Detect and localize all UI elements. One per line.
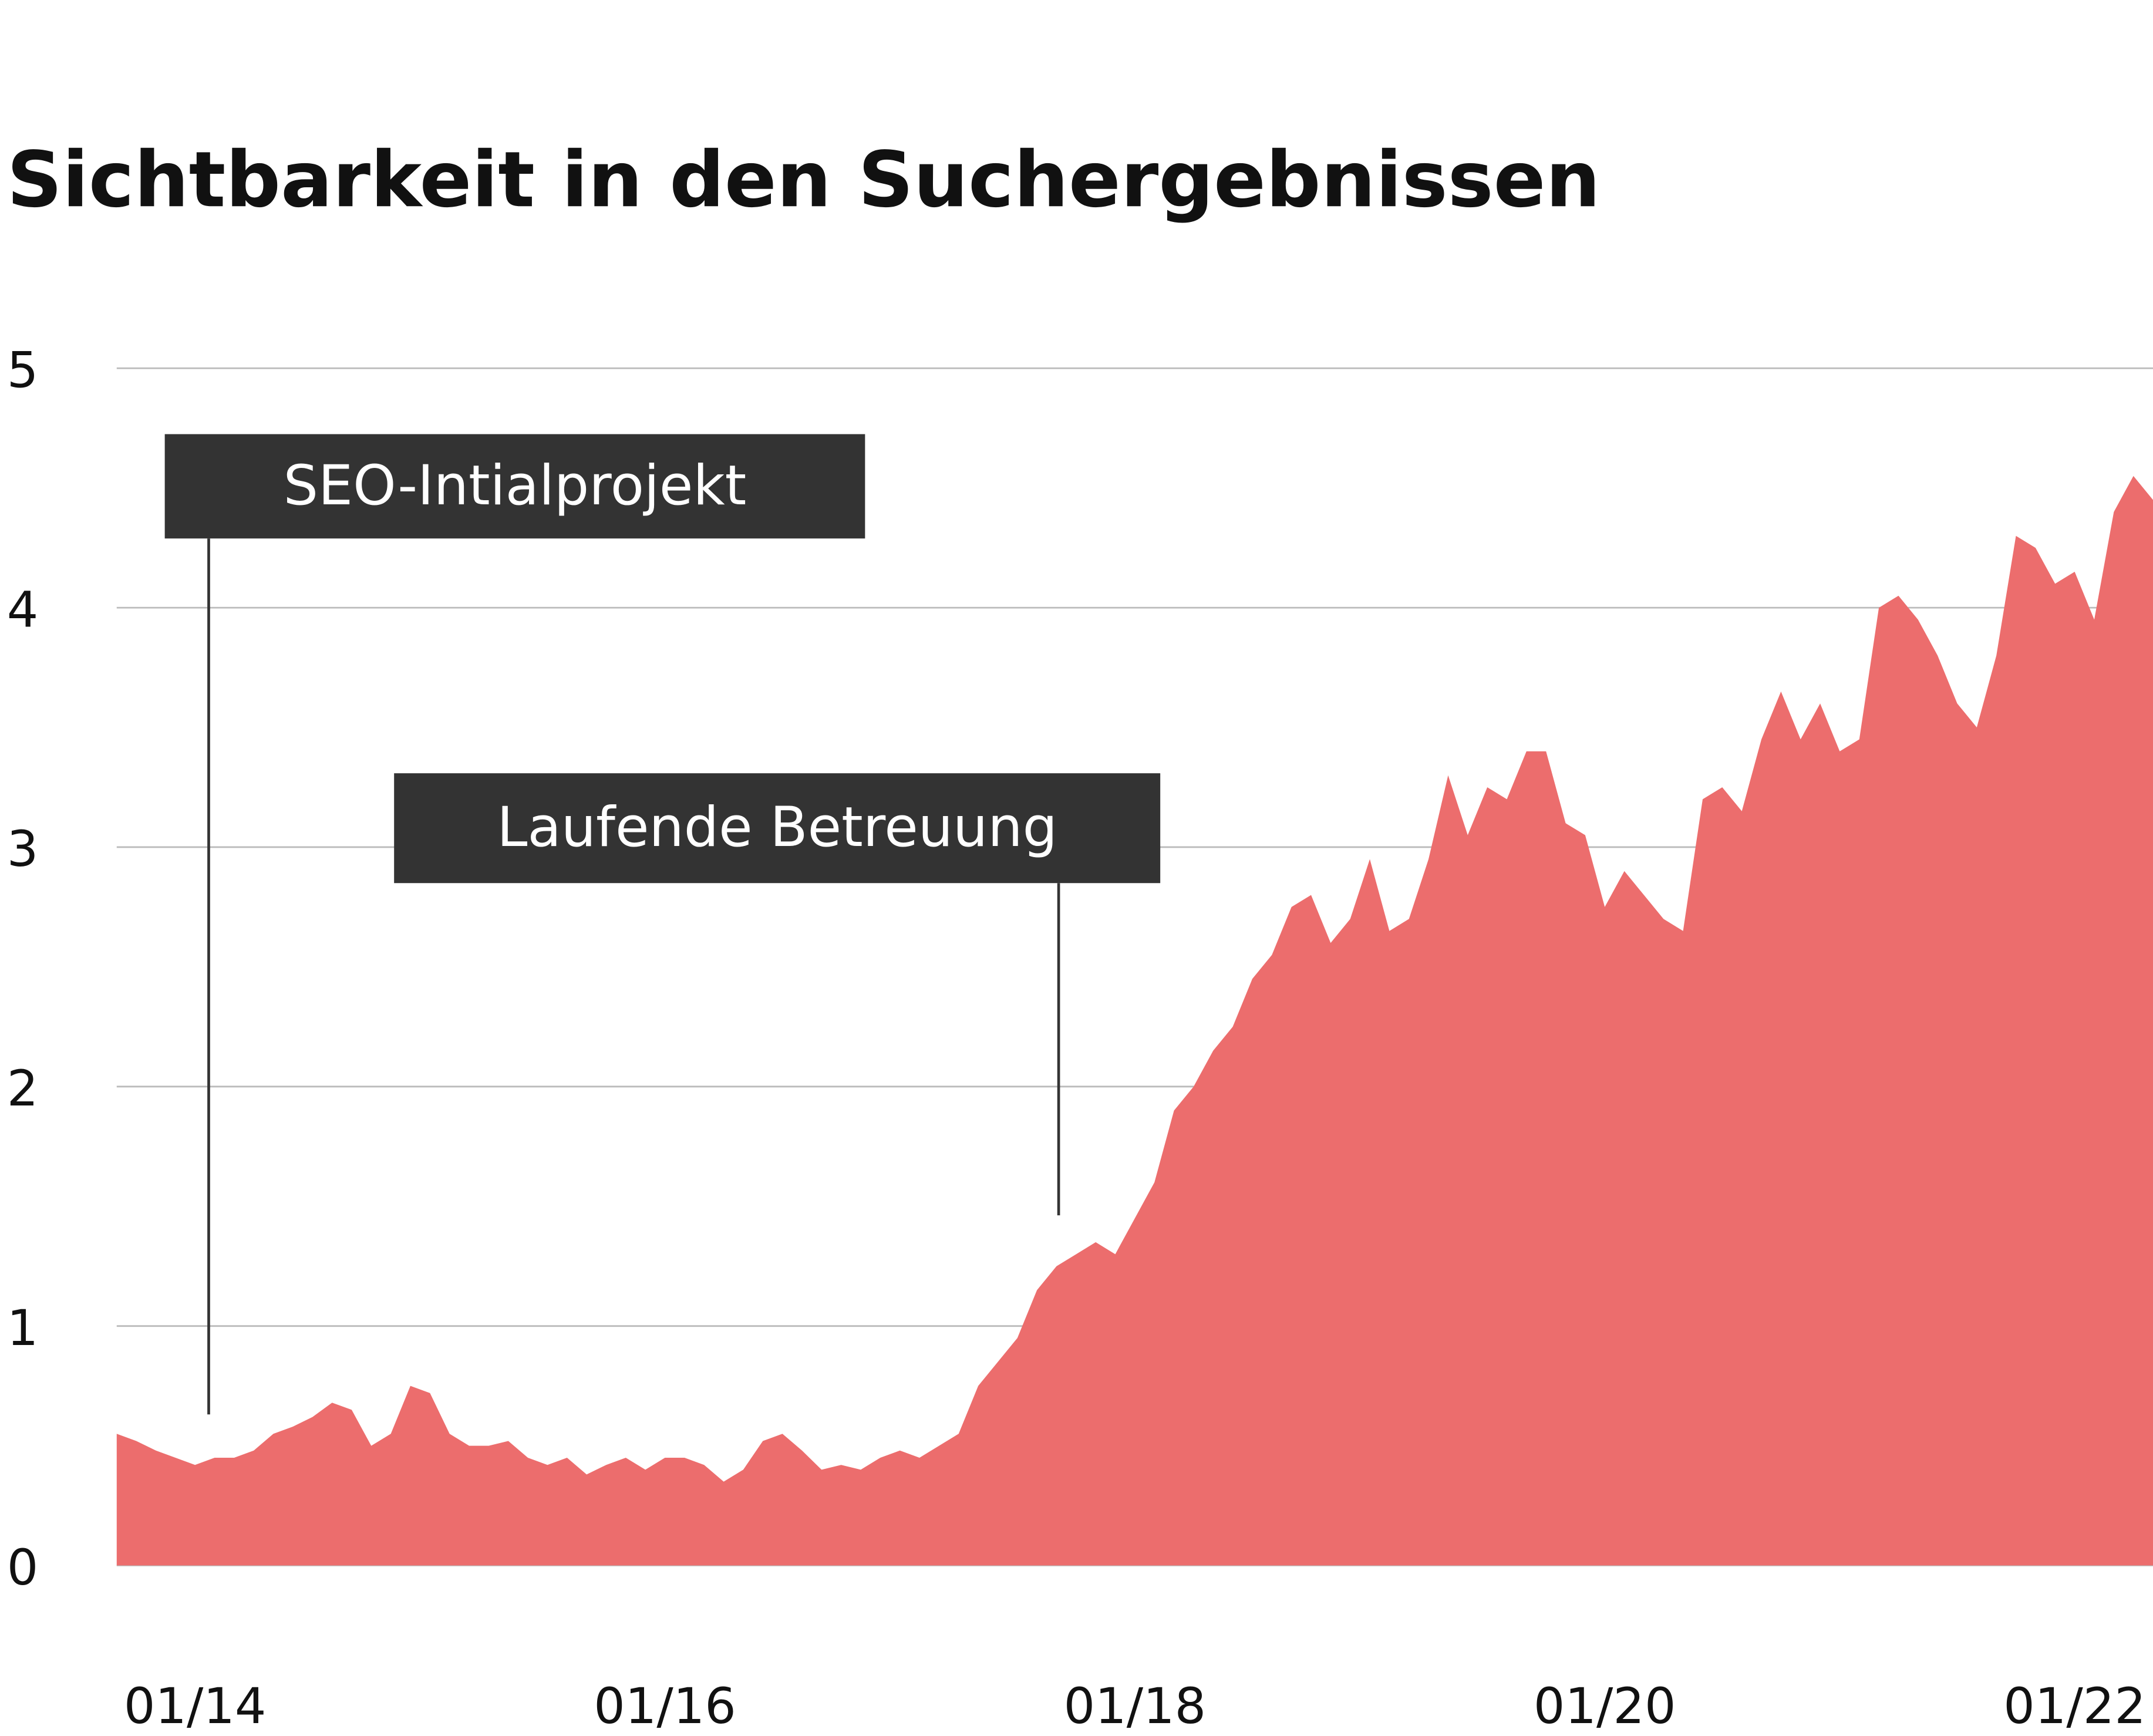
grid: 0 1 2 3 4 5 01/14 01/16 01/18 01/20 01/22 [7,342,2153,1735]
area-layer [116,476,2153,1566]
area [116,476,2153,1566]
annotation-box [164,434,865,539]
annotation-box [394,773,1161,884]
x-tick-label: 01/20 [1534,1677,1676,1735]
chart-title: Sichtbarkeit in den Suchergebnissen [7,134,1601,224]
y-tick-label: 5 [7,342,39,399]
annotation-text: SEO-Intialprojekt [284,454,747,518]
x-tick-label: 01/18 [1064,1677,1207,1735]
x-tick-label: 01/22 [2003,1677,2146,1735]
y-tick-label: 3 [7,820,39,878]
annotations: SEO-Intialprojekt Laufende Betreuung [164,434,1161,1415]
annotation-text: Laufende Betreuung [497,795,1057,859]
y-tick-label: 0 [7,1539,39,1596]
x-tick-label: 01/16 [594,1677,736,1735]
y-tick-label: 4 [7,581,39,638]
y-tick-label: 1 [7,1299,39,1357]
y-tick-label: 2 [7,1060,39,1117]
x-tick-label: 01/14 [124,1677,267,1735]
